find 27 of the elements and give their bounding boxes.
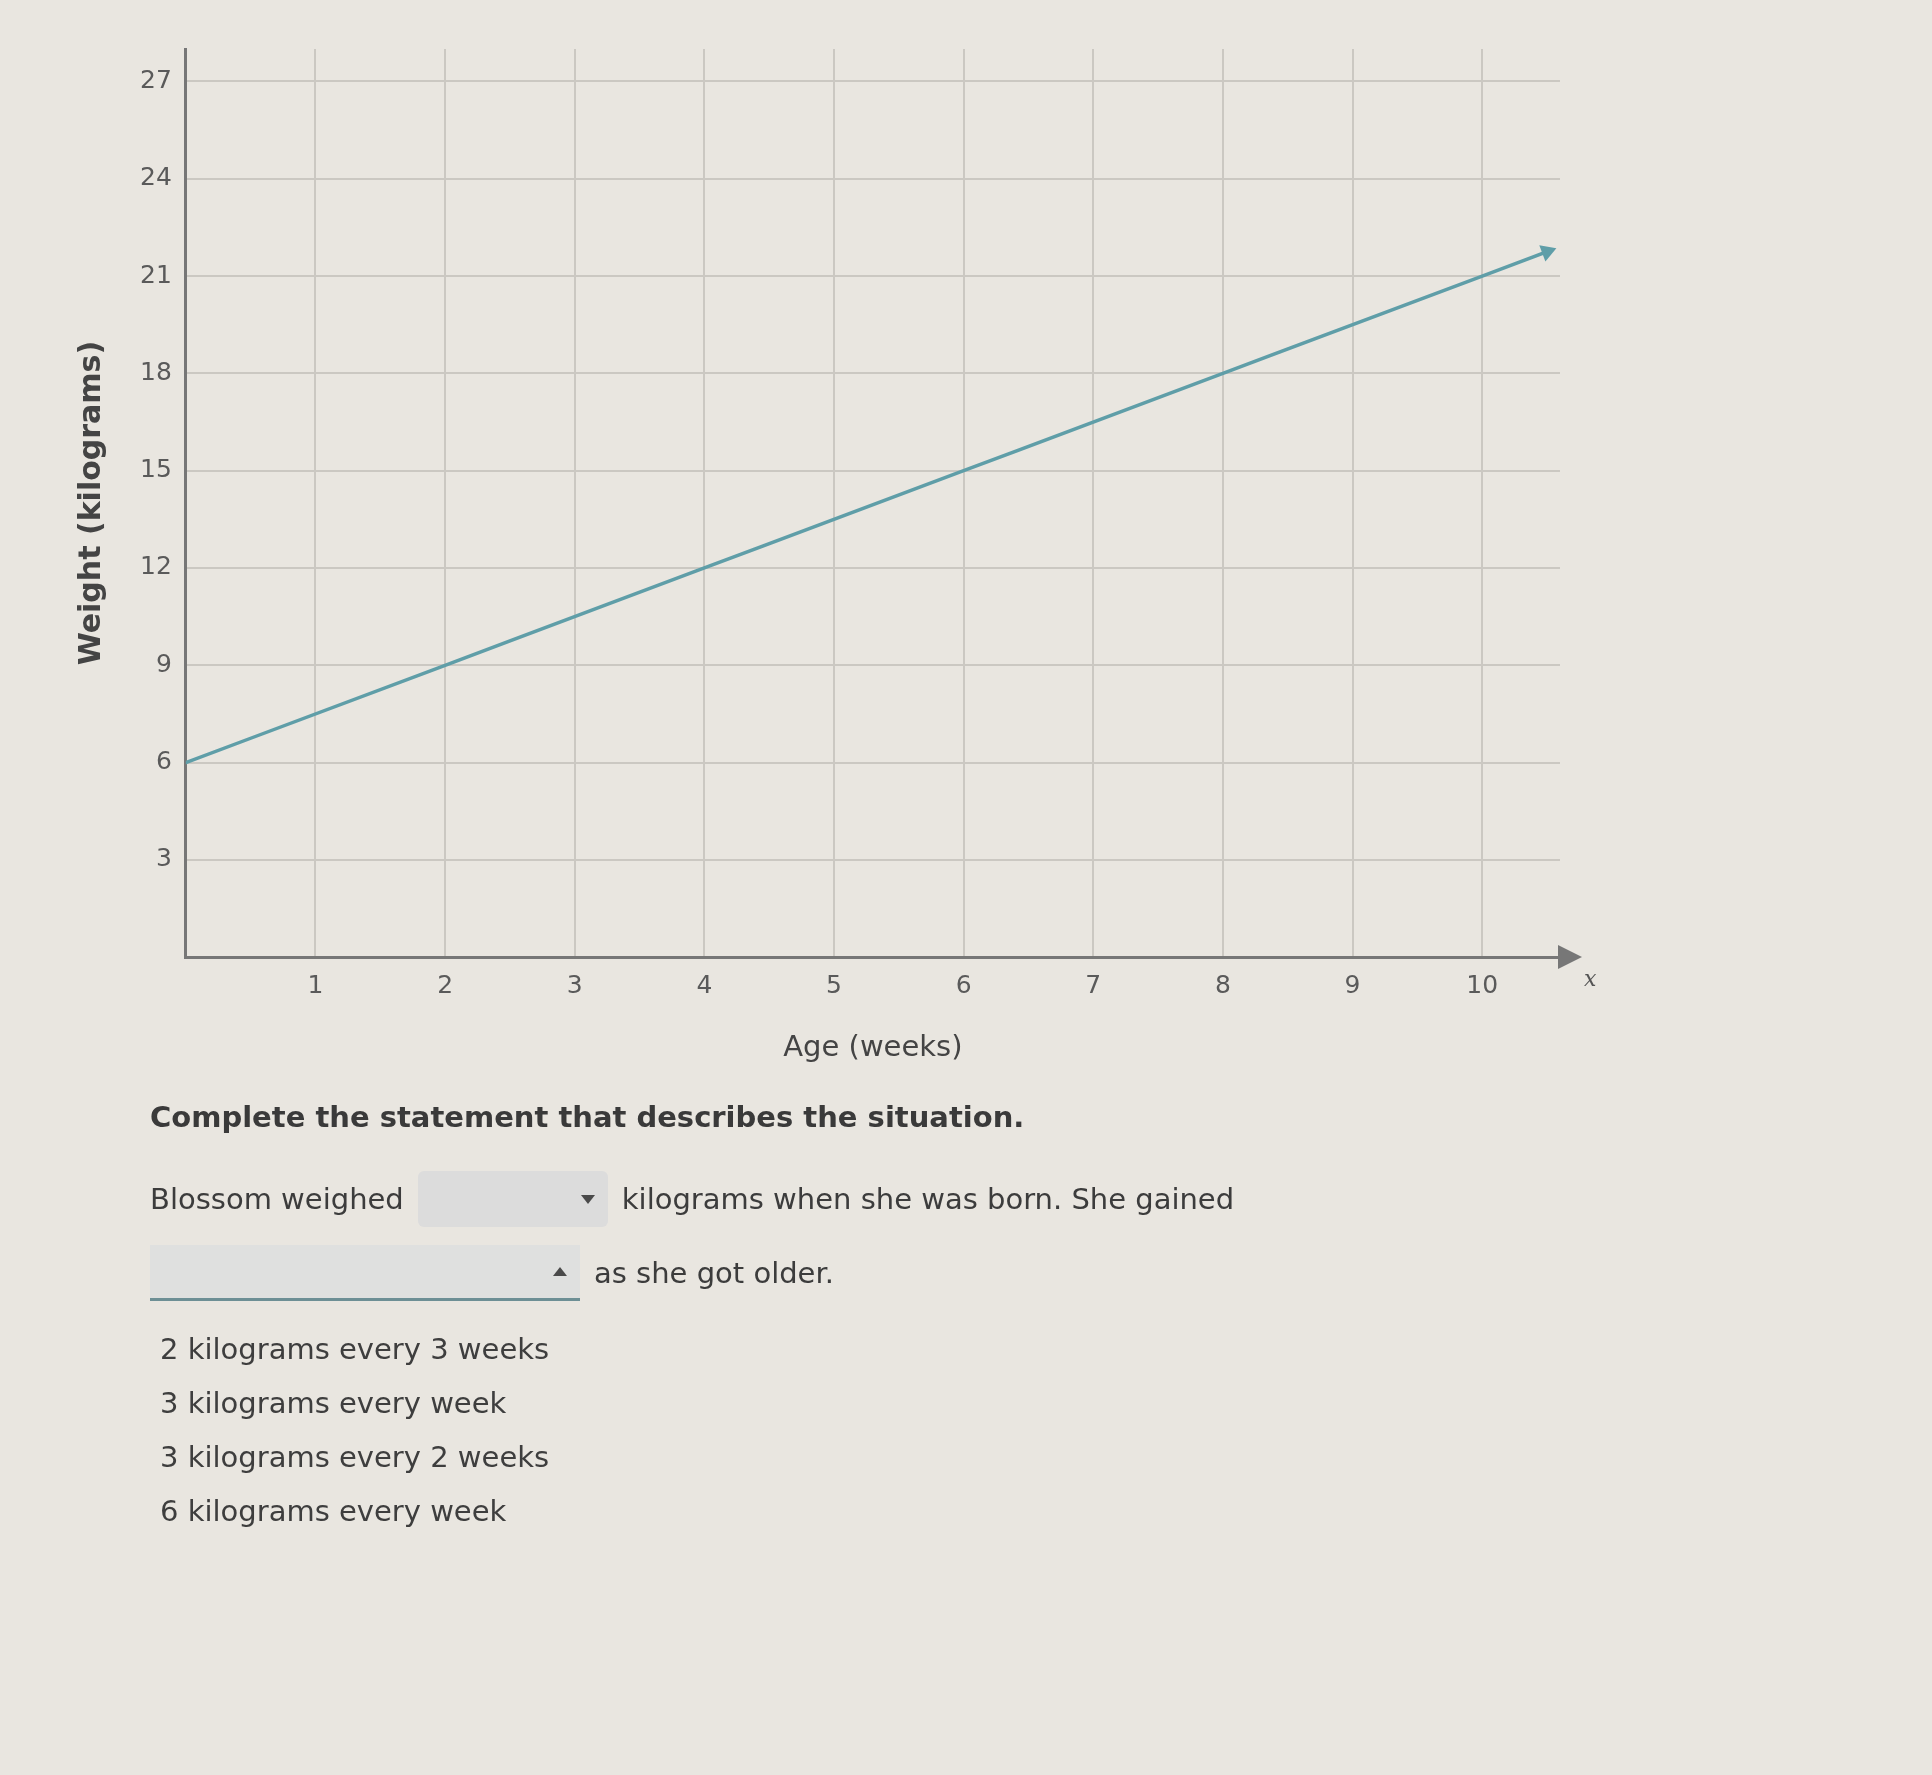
text: Blossom weighed [150, 1182, 404, 1216]
y-tick-label: 21 [140, 259, 172, 289]
text: as she got older. [594, 1256, 834, 1290]
x-tick-label: 8 [1214, 969, 1231, 999]
y-tick-label: 18 [140, 356, 172, 386]
dropdown-menu: 2 kilograms every 3 weeks 3 kilograms every week 3 kilograms every 2 weeks 6 kilograms every week [150, 1316, 580, 1544]
x-tick-label: 9 [1344, 969, 1361, 999]
x-tick-label: 3 [566, 969, 583, 999]
x-tick-label: 10 [1466, 969, 1499, 999]
x-tick-label: 5 [826, 969, 842, 999]
y-tick-label: 9 [155, 648, 172, 678]
y-tick-label: 12 [140, 551, 172, 581]
x-axis-title: Age (weeks) [783, 1029, 963, 1064]
y-tick-label: 15 [140, 454, 172, 484]
x-tick-label: 7 [1085, 969, 1102, 999]
y-tick-label: 3 [155, 843, 172, 873]
text: x [1584, 965, 1597, 991]
y-tick-label: 24 [140, 162, 172, 192]
x-tick-label: 2 [437, 969, 454, 999]
y-axis-title: Weight (kilograms) [71, 340, 107, 666]
x-tick-label: 4 [696, 969, 713, 999]
y-tick-label: 6 [155, 746, 172, 776]
y-tick-label: 27 [140, 64, 172, 94]
x-tick-label: 6 [955, 969, 972, 999]
text: kilograms when she was born. She gained [621, 1182, 1235, 1216]
x-tick-label: 1 [307, 969, 324, 999]
text: Complete the statement that describes the situation. [150, 1100, 1026, 1134]
